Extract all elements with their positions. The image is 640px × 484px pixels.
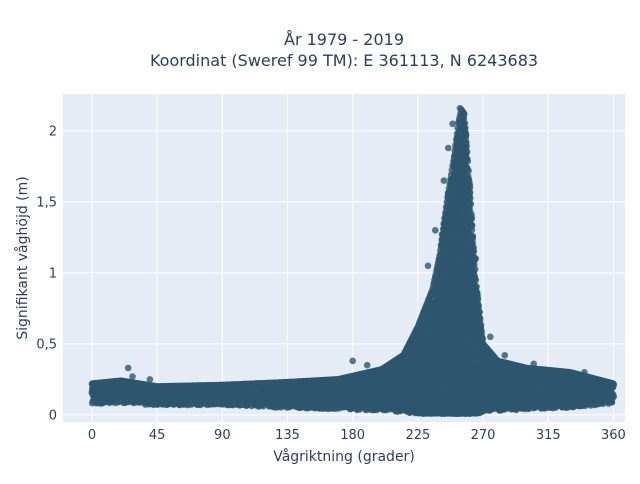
chart-title-line-1: År 1979 - 2019 [284,30,404,49]
chart-title-line-2: Koordinat (Sweref 99 TM): E 361113, N 62… [150,51,538,70]
